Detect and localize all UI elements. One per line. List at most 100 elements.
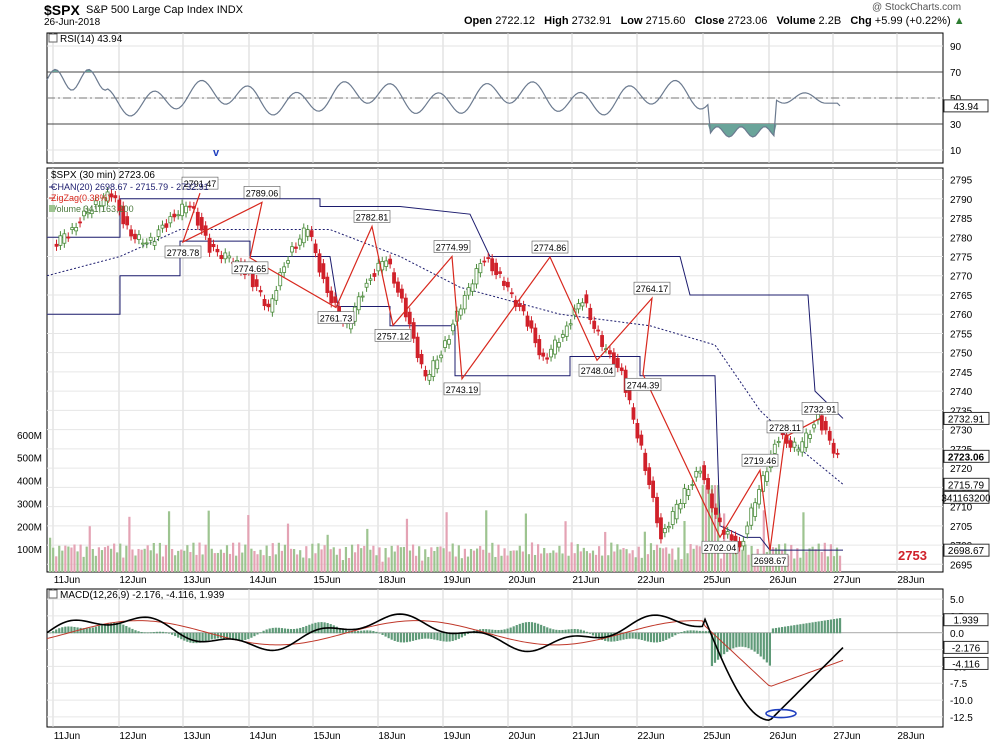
macd-histogram-bar	[250, 632, 253, 638]
candle-body	[199, 217, 204, 231]
volume-bar	[457, 545, 460, 572]
price-tick-label: 2735	[950, 406, 973, 417]
price-tick-label: 2695	[950, 560, 973, 571]
candle-body	[447, 339, 451, 345]
volume-bar	[354, 552, 357, 572]
candle-body	[427, 374, 432, 381]
volume-bar	[366, 528, 369, 572]
macd-histogram-bar	[448, 632, 451, 642]
macd-histogram-bar	[119, 623, 122, 634]
macd-histogram-bar	[70, 626, 73, 634]
candle-body	[682, 488, 687, 504]
volume-bar	[235, 555, 238, 572]
macd-histogram-bar	[707, 630, 710, 634]
low-value: 2715.60	[645, 15, 686, 27]
candle-body	[329, 290, 334, 304]
macd-tick-label: -12.5	[950, 713, 973, 724]
volume-bar	[228, 553, 232, 572]
macd-histogram-bar	[85, 628, 88, 634]
volume-bar	[110, 548, 113, 572]
macd-histogram-bar	[765, 632, 768, 663]
candle-body	[729, 534, 734, 541]
macd-histogram-bar	[683, 631, 686, 634]
macd-histogram-bar	[305, 625, 308, 634]
macd-histogram-bar	[537, 623, 540, 634]
candle-body	[662, 528, 667, 534]
zigzag-pivot-label: 2791.47	[184, 179, 217, 189]
volume-bar	[598, 546, 601, 572]
macd-histogram-bar	[192, 632, 195, 644]
volume-tick-label: 400M	[17, 477, 42, 488]
volume-bar	[665, 547, 668, 572]
volume-bar	[594, 554, 598, 572]
volume-bar	[283, 544, 287, 572]
candle-body	[372, 273, 377, 277]
macd-value-badge-box	[943, 640, 989, 654]
volume-bar	[567, 555, 570, 572]
x-tick-label: 14Jun	[249, 731, 276, 742]
volume-tick-label: 600M	[17, 431, 42, 442]
volume-bar	[381, 561, 384, 572]
candle-body	[254, 279, 259, 287]
candle-body	[666, 526, 671, 529]
candle-body	[101, 197, 106, 207]
candle-body	[396, 281, 400, 293]
macd-histogram-bar	[88, 627, 91, 634]
candle-body	[835, 452, 840, 455]
volume-bar	[360, 548, 363, 572]
candle-body	[435, 359, 440, 370]
x-tick-label: 11Jun	[54, 575, 81, 586]
macd-histogram-bar	[762, 632, 765, 660]
volume-legend: Volume 341,163,200	[51, 204, 134, 214]
volume-bar	[472, 550, 476, 572]
macd-histogram-bar	[134, 630, 137, 634]
macd-histogram-bar	[171, 632, 174, 635]
candle-body	[702, 465, 707, 481]
candle-body	[808, 434, 812, 439]
zigzag-pivot-box	[766, 420, 804, 434]
volume-bar	[570, 542, 573, 572]
volume-bar	[512, 550, 515, 572]
zigzag-pivot-label: 2774.99	[436, 243, 469, 253]
volume-bar	[164, 545, 168, 572]
macd-histogram-bar	[613, 632, 616, 642]
volume-bar	[259, 549, 262, 572]
up-arrow-icon: ▲	[953, 15, 965, 27]
volume-bar	[634, 557, 637, 572]
macd-histogram-bar	[631, 632, 634, 639]
volume-bar	[503, 548, 506, 572]
volume-bar	[720, 558, 723, 572]
volume-badge-box	[943, 490, 990, 504]
macd-hist-badge-box	[943, 613, 989, 627]
price-tick-label: 2745	[950, 368, 973, 379]
macd-histogram-bar	[454, 632, 457, 641]
macd-histogram-bar	[396, 632, 399, 642]
macd-histogram-bar	[280, 628, 283, 634]
macd-histogram-bar	[738, 632, 741, 647]
volume-bar	[698, 546, 701, 572]
candle-body	[129, 229, 133, 237]
price-tick-label: 2770	[950, 272, 973, 283]
macd-histogram-bar	[823, 620, 826, 634]
macd-histogram-bar	[180, 632, 183, 640]
macd-histogram-bar	[390, 632, 393, 640]
volume-bar	[829, 544, 832, 572]
candle-body	[619, 367, 624, 371]
candle-body	[215, 248, 220, 253]
macd-histogram-bar	[576, 629, 579, 634]
volume-bar	[497, 544, 500, 572]
macd-legend: MACD(12,26,9) -2.176, -4.116, 1.939	[60, 590, 225, 601]
volume-bar	[311, 543, 314, 572]
candle-body	[144, 242, 149, 245]
macd-histogram-bar	[710, 632, 714, 667]
candle-body	[392, 272, 396, 284]
chan-mid-badge-box	[943, 477, 990, 491]
volume-bar	[518, 545, 521, 572]
macd-histogram-bar	[164, 632, 168, 634]
macd-histogram-bar	[302, 627, 305, 634]
macd-histogram-bar	[451, 632, 454, 642]
volume-bar	[280, 550, 283, 572]
macd-histogram-bar	[741, 632, 744, 647]
price-tick-label: 2760	[950, 310, 973, 321]
volume-bar	[817, 543, 820, 572]
